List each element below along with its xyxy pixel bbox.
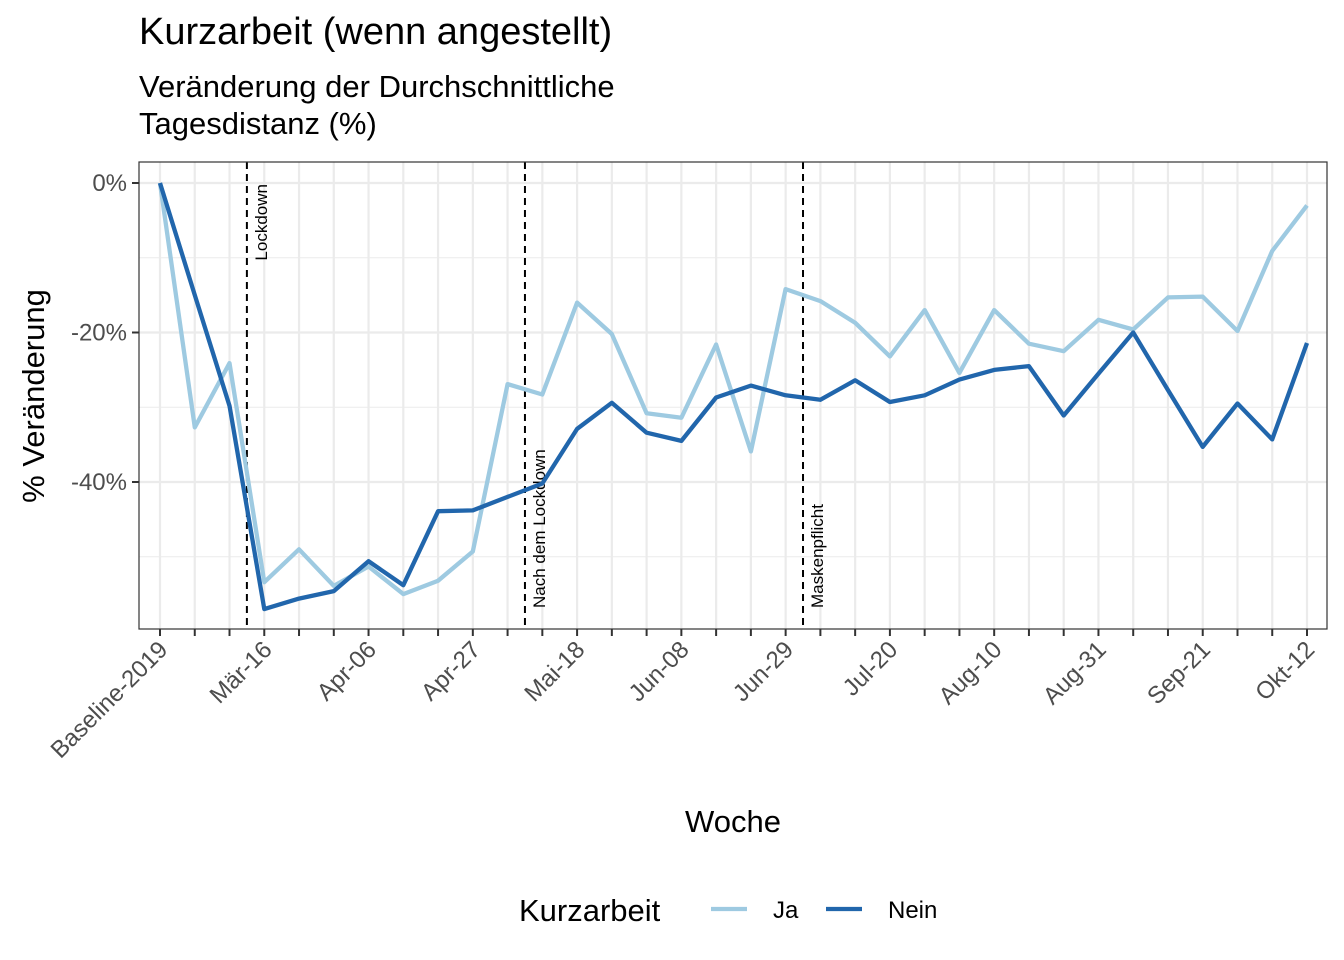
y-axis-title: % Veränderung	[16, 289, 51, 503]
x-tick-label: Mai-18	[519, 636, 590, 707]
x-tick-label: Jun-08	[624, 636, 695, 707]
legend: Kurzarbeit Ja Nein	[519, 893, 937, 928]
series-line-nein	[157, 182, 1310, 612]
gridlines	[139, 162, 1327, 629]
event-label: Maskenpflicht	[808, 504, 827, 608]
legend-title: Kurzarbeit	[519, 893, 661, 928]
event-markers: Lockdown Nach dem Lockdown Maskenpflicht	[245, 162, 827, 629]
x-tick-label: Aug-10	[934, 636, 1008, 710]
x-tick-label: Okt-12	[1250, 636, 1320, 706]
legend-label-nein: Nein	[888, 897, 937, 924]
x-tick-label: Baseline-2019	[46, 636, 174, 764]
series-lines	[157, 182, 1310, 612]
event-label: Lockdown	[252, 184, 271, 261]
y-tick-label: 0%	[92, 170, 127, 197]
x-axis-title: Woche	[685, 804, 781, 839]
x-tick-label: Mär-16	[205, 636, 278, 709]
x-tick-label: Apr-27	[416, 636, 486, 706]
y-tick-label: -20%	[71, 320, 127, 347]
event-label: Nach dem Lockdown	[530, 449, 549, 608]
x-tick-label: Apr-06	[312, 636, 382, 706]
x-tick-label: Aug-31	[1038, 636, 1112, 710]
y-tick-label: -40%	[71, 469, 127, 496]
plot-border	[138, 161, 1328, 630]
legend-label-ja: Ja	[773, 897, 799, 924]
x-tick-label: Jul-20	[838, 636, 903, 701]
x-tick-label: Jun-29	[728, 636, 799, 707]
chart-subtitle: Veränderung der Durchschnittliche Tagesd…	[139, 69, 615, 141]
chart-title: Kurzarbeit (wenn angestellt)	[139, 11, 613, 53]
x-tick-label: Sep-21	[1142, 636, 1216, 710]
